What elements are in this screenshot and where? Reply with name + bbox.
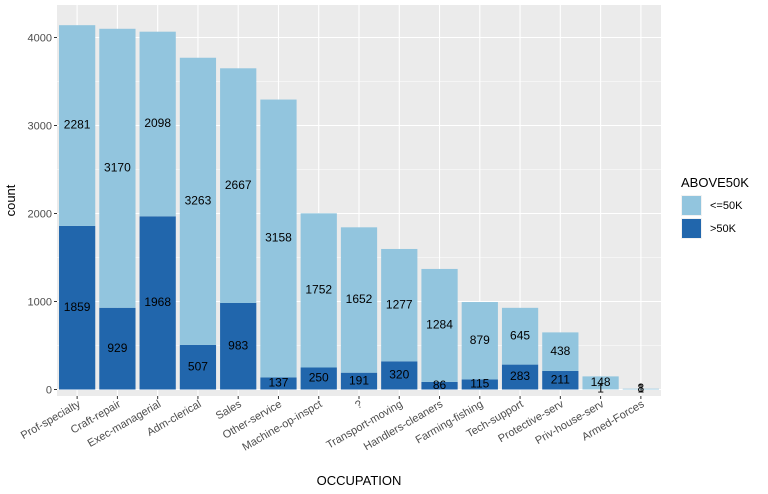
bar-value-label: 2098	[144, 116, 171, 130]
bar-segment	[421, 268, 458, 382]
bar-value-label: 3170	[104, 160, 131, 174]
bar-value-label: 283	[510, 369, 530, 383]
bar-segment	[542, 370, 579, 390]
bar-segment	[421, 381, 458, 390]
x-tick-label: ?	[353, 398, 364, 411]
bar-segment	[381, 361, 418, 390]
y-axis: 0 1000 2000 3000 4000	[28, 33, 57, 397]
bar-value-label: 2667	[225, 178, 252, 192]
bar-value-label: 250	[309, 371, 329, 385]
bar-value-label: 1752	[305, 283, 332, 297]
x-tick-label: Sales	[214, 398, 244, 422]
bar-value-label: 929	[107, 341, 127, 355]
bar-segment	[139, 31, 176, 217]
bar-value-label: 148	[591, 375, 611, 389]
bar-value-label: 1	[597, 382, 604, 396]
bar-segment	[99, 28, 136, 308]
bar-segment	[179, 344, 217, 390]
bar-value-label: 3263	[185, 193, 212, 207]
bar-segment	[300, 367, 337, 390]
bar-value-label: 1277	[386, 297, 413, 311]
legend-swatch	[682, 219, 701, 238]
x-tick-label: Priv-house-serv	[533, 398, 606, 447]
bar-value-label: 191	[349, 373, 369, 387]
bar-segment	[220, 302, 257, 390]
bar-segment	[179, 57, 217, 345]
bar-segment	[139, 216, 176, 390]
bar-value-label: 320	[389, 368, 409, 382]
bar-segment	[260, 99, 297, 378]
y-tick-label: 1000	[28, 297, 52, 309]
bar-value-label: 645	[510, 328, 530, 342]
bar-value-label: 86	[433, 378, 447, 392]
bar-segment	[501, 364, 539, 390]
bar-segment	[260, 377, 297, 390]
y-tick-label: 4000	[28, 33, 52, 45]
bar-segment	[59, 225, 96, 390]
bar-value-label: 1284	[426, 318, 453, 332]
bar-segment	[501, 307, 539, 365]
legend-label: >50K	[710, 223, 737, 235]
bar-segment	[340, 227, 378, 373]
bar-value-label: 507	[188, 359, 208, 373]
bar-value-label: 2281	[64, 118, 91, 132]
bar-segment	[622, 388, 659, 390]
bar-segment	[300, 213, 337, 368]
y-tick-label: 3000	[28, 121, 52, 133]
bar-value-label: 137	[268, 376, 288, 390]
bar-value-label: 879	[470, 333, 490, 347]
bar-segment	[99, 307, 136, 390]
y-tick-label: 2000	[28, 209, 52, 221]
y-axis-title: count	[3, 184, 18, 216]
bar-segment	[220, 68, 257, 303]
bar-value-label: 1652	[346, 292, 373, 306]
bar-value-label: 1859	[64, 300, 91, 314]
bar-segment	[542, 332, 579, 371]
bar-segment	[381, 248, 418, 362]
bar-value-label: 1	[638, 382, 645, 396]
legend: ABOVE50K <=50K >50K	[681, 175, 749, 239]
y-tick-label: 0	[46, 385, 52, 397]
bar-segment	[59, 25, 96, 226]
legend-label: <=50K	[710, 200, 743, 212]
bar-value-label: 3158	[265, 231, 292, 245]
bar-value-label: 983	[228, 338, 248, 352]
x-axis-title: OCCUPATION	[317, 473, 402, 488]
bar-value-label: 8	[638, 381, 645, 395]
bars: 1859 2281 929 3170 1968 2098 507 3263 983 2667 137…	[59, 25, 659, 396]
x-tick-label: Farming-fishing	[414, 398, 486, 446]
bar-segment	[582, 376, 619, 390]
bar-segment	[461, 379, 498, 390]
bar-value-label: 115	[470, 377, 489, 391]
x-axis: Prof-specialtyCraft-repairExec-manageria…	[19, 396, 647, 454]
legend-title: ABOVE50K	[681, 175, 749, 190]
bar-segment	[461, 302, 498, 380]
bar-value-label: 1968	[144, 295, 171, 309]
bar-segment	[340, 372, 378, 390]
legend-swatch	[682, 196, 701, 215]
bar-value-label: 438	[550, 344, 570, 358]
bar-value-label: 211	[551, 372, 570, 386]
